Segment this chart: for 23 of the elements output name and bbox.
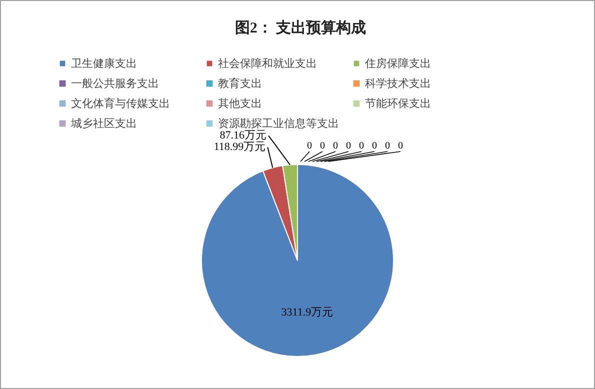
text: 0 <box>359 140 364 152</box>
legend-label: 卫生健康支出 <box>71 56 138 71</box>
legend-label: 一般公共服务支出 <box>71 76 160 91</box>
text: 0 <box>385 140 390 152</box>
text: 0 <box>398 140 403 152</box>
text: 0 <box>320 140 325 152</box>
text: 0 <box>372 140 377 152</box>
data-label: 87.16万元 <box>220 130 267 142</box>
legend-label: 社会保障和就业支出 <box>218 56 318 71</box>
legend-label: 文化体育与传媒支出 <box>71 96 171 111</box>
legend-label: 科学技术支出 <box>365 76 432 91</box>
text: 0 <box>333 140 338 152</box>
legend-label: 节能环保支出 <box>365 96 432 111</box>
text: 0 <box>346 140 351 152</box>
legend-label: 资源勘探工业信息等支出 <box>218 116 340 130</box>
legend-label: 其他支出 <box>218 96 263 111</box>
legend-label: 教育支出 <box>218 76 263 91</box>
legend-label: 住房保障支出 <box>365 56 432 71</box>
text: 0 <box>307 140 312 152</box>
data-label: 3311.9万元 <box>281 306 334 318</box>
legend-label: 城乡社区支出 <box>71 116 138 131</box>
chart-title: 图2： 支出预算构成 <box>234 20 366 36</box>
data-label: 118.99万元 <box>214 141 266 154</box>
